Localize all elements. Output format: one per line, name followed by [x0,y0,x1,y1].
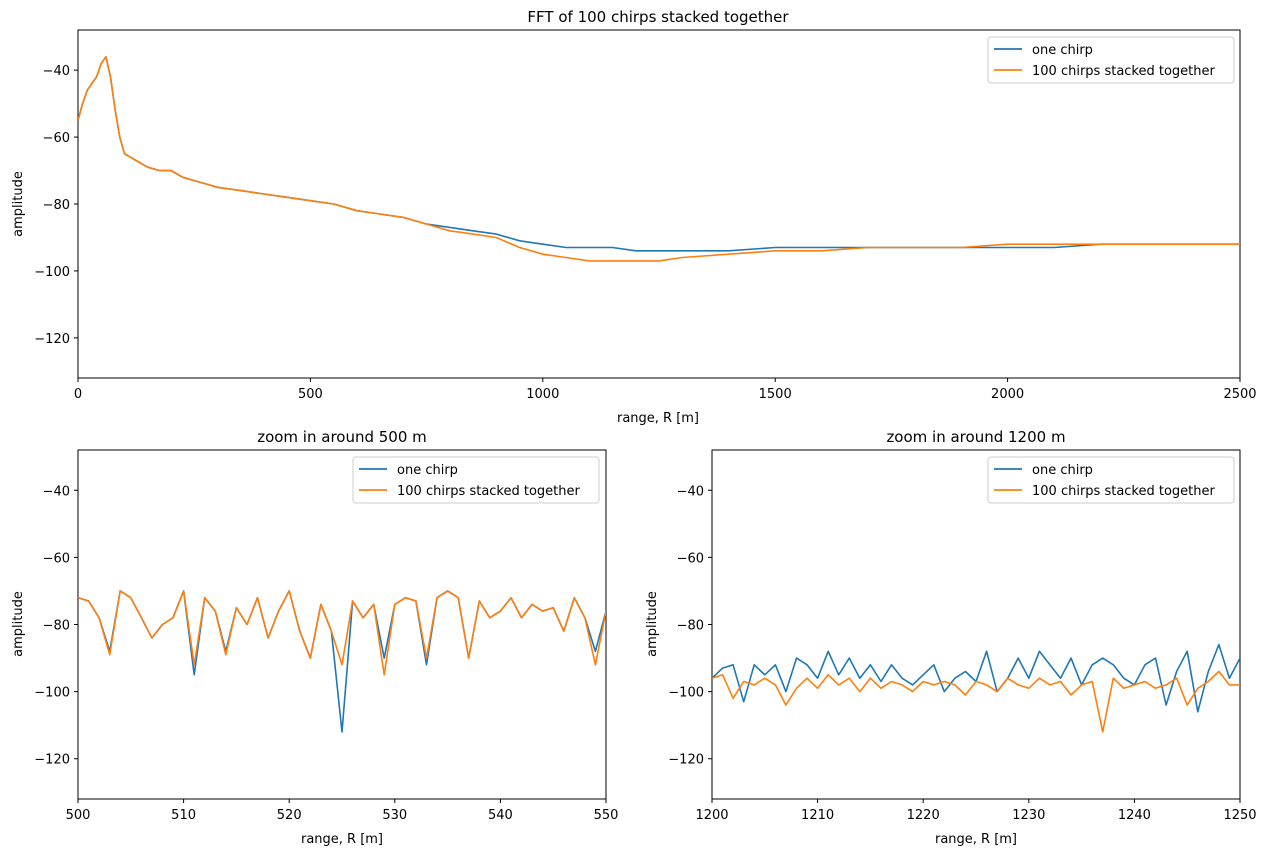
y-tick-label: −60 [677,551,704,566]
legend-entry: one chirp [397,463,458,478]
y-tick-label: −80 [43,198,70,213]
series-line-one-chirp-top [78,55,1240,252]
y-axis-label-bottom-left: amplitude [11,591,26,657]
y-tick-label: −80 [677,619,704,634]
x-tick-label: 1220 [907,808,940,823]
y-tick-label: −100 [668,686,704,701]
y-tick-label: −80 [43,619,70,634]
x-tick-label: 1500 [759,387,792,402]
x-tick-label: 1240 [1118,808,1151,823]
series-group-bottom-left [78,590,606,733]
x-tick-label: 500 [298,387,323,402]
axes-top: FFT of 100 chirps stacked together range… [11,8,1257,426]
x-tick-label: 540 [488,808,513,823]
y-tick-label: −40 [677,484,704,499]
chart-title-bottom-right: zoom in around 1200 m [886,428,1065,446]
x-tick-label: 2500 [1223,387,1256,402]
legend-entry: 100 chirps stacked together [1032,484,1216,499]
y-tick-label: −100 [34,265,70,280]
y-axis-label-top: amplitude [11,171,26,237]
y-tick-label: −100 [34,686,70,701]
x-tick-label: 550 [594,808,619,823]
y-tick-label: −60 [43,131,70,146]
axes-bottom-left: zoom in around 500 m range, R [m] amplit… [11,428,618,847]
x-tick-label: 2000 [991,387,1024,402]
x-tick-label: 530 [382,808,407,823]
x-tick-label: 1250 [1223,808,1256,823]
series-line-stacked-bottom-right [712,670,1240,733]
legend-entry: 100 chirps stacked together [397,484,581,499]
legend-entry: one chirp [1032,463,1093,478]
legend-frame [987,36,1235,84]
legend-entry: 100 chirps stacked together [1032,64,1216,79]
chart-title-bottom-left: zoom in around 500 m [257,428,427,446]
legend-entry: one chirp [1032,43,1093,58]
x-tick-label: 0 [74,387,82,402]
x-axis-label-bottom-right: range, R [m] [935,832,1017,847]
legend-frame [987,456,1235,504]
legend-top: one chirp 100 chirps stacked together [987,36,1235,84]
axes-bottom-right: zoom in around 1200 m range, R [m] ampli… [645,428,1257,847]
series-line-stacked-bottom-left [78,590,606,676]
y-axis-label-bottom-right: amplitude [645,591,660,657]
y-tick-label: −120 [34,332,70,347]
legend-bottom-right: one chirp 100 chirps stacked together [987,456,1235,504]
y-tick-label: −120 [34,753,70,768]
y-tick-label: −40 [43,64,70,79]
x-tick-label: 500 [66,808,91,823]
x-tick-label: 520 [277,808,302,823]
x-axis-label-bottom-left: range, R [m] [301,832,383,847]
y-tick-label: −120 [668,753,704,768]
y-tick-label: −60 [43,551,70,566]
x-tick-label: 1230 [1012,808,1045,823]
x-tick-label: 1200 [695,808,728,823]
x-tick-label: 1210 [801,808,834,823]
x-axis-label-top: range, R [m] [617,411,699,426]
x-tick-label: 1000 [526,387,559,402]
series-line-one-chirp-bottom-right [712,643,1240,713]
x-tick-label: 510 [171,808,196,823]
series-group-top [78,55,1240,262]
series-line-stacked-top [78,55,1240,262]
legend-bottom-left: one chirp 100 chirps stacked together [352,456,600,504]
series-group-bottom-right [712,643,1240,733]
chart-title-top: FFT of 100 chirps stacked together [527,8,789,26]
legend-frame [352,456,600,504]
y-tick-label: −40 [43,484,70,499]
